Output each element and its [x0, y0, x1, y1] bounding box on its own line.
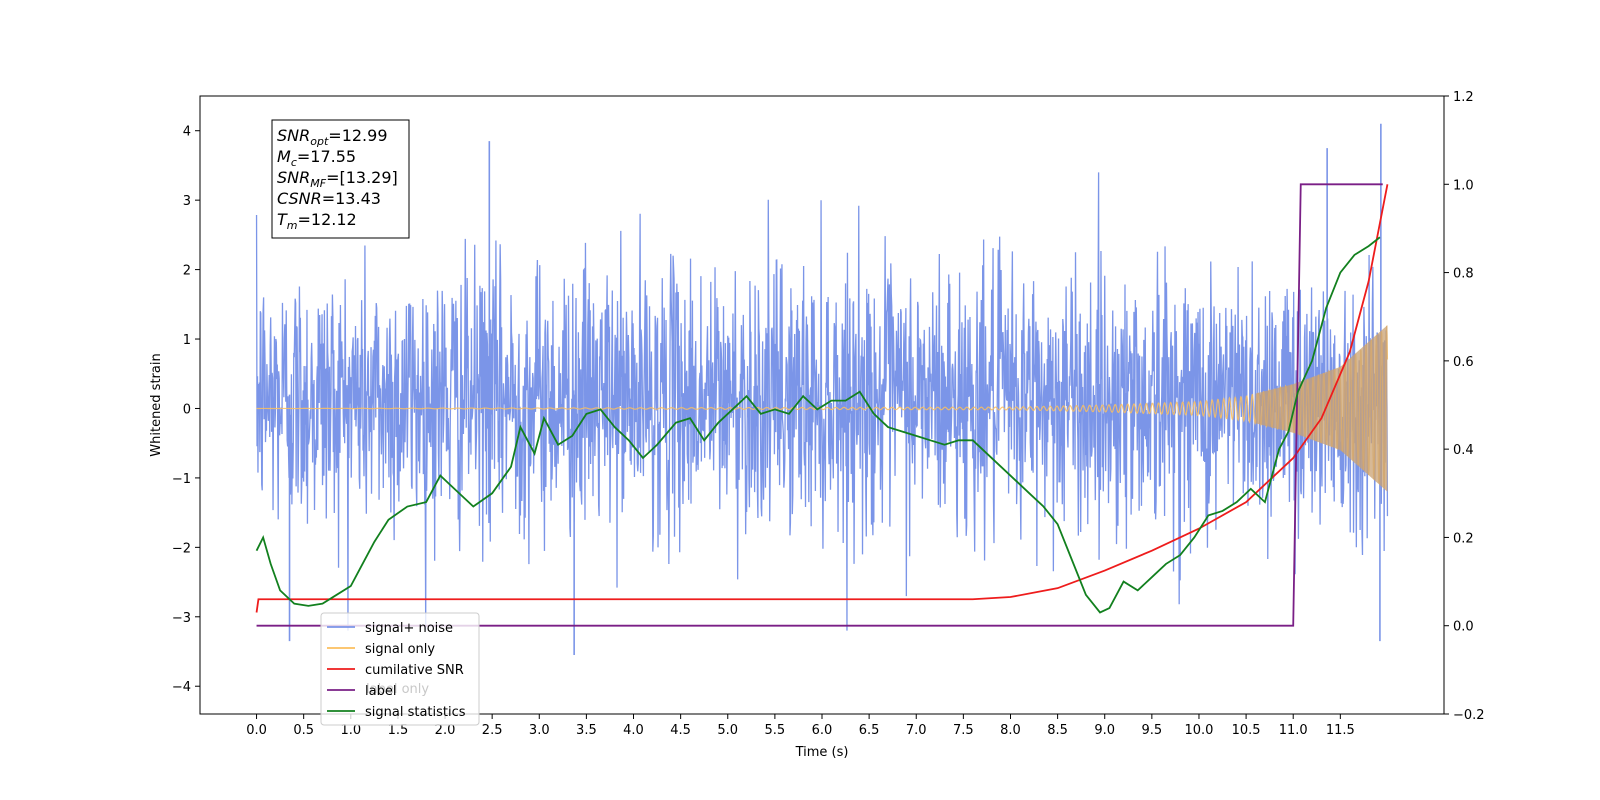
y-left-tick-label: −1 — [172, 472, 191, 487]
y-right-tick-label: −0.2 — [1453, 708, 1485, 723]
legend-box — [320, 612, 480, 726]
x-axis-label: Time (s) — [795, 745, 849, 760]
x-tick-label: 5.5 — [765, 723, 786, 738]
x-tick-label: 1.5 — [388, 723, 409, 738]
annotation-line: SNRMF=[13.29] — [277, 168, 398, 190]
y-right-tick-label: 0.6 — [1453, 355, 1474, 370]
y-left-tick-label: 0 — [183, 402, 191, 417]
y-left-tick-label: −4 — [172, 680, 191, 695]
y-right-tick-label: 0.0 — [1453, 620, 1474, 635]
y-left-tick-label: 1 — [183, 333, 191, 348]
x-tick-label: 8.5 — [1047, 723, 1068, 738]
x-tick-label: 7.0 — [906, 723, 927, 738]
y-right-tick-label: 0.4 — [1453, 443, 1474, 458]
x-tick-label: 9.5 — [1142, 723, 1163, 738]
x-tick-label: 1.0 — [340, 723, 361, 738]
y-left-tick-label: −3 — [172, 611, 191, 626]
x-tick-label: 3.5 — [576, 723, 597, 738]
y-left-tick-label: 3 — [183, 194, 191, 209]
x-tick-label: 7.5 — [953, 723, 974, 738]
x-tick-label: 8.0 — [1000, 723, 1021, 738]
series-signal-statistics — [255, 236, 1381, 614]
annotation-line: Tm=12.12 — [277, 210, 357, 232]
x-tick-label: 4.0 — [623, 723, 644, 738]
x-tick-label: 6.0 — [812, 723, 833, 738]
y-axis-label: Whitened strain — [149, 353, 164, 456]
legend-label: signal+ noise — [365, 621, 453, 636]
legend-label: label — [365, 684, 396, 699]
signal-only-band — [1255, 325, 1388, 492]
annotation-line: CSNR=13.43 — [277, 189, 381, 208]
x-tick-label: 10.5 — [1232, 723, 1261, 738]
x-tick-label: 11.5 — [1326, 723, 1355, 738]
annotation-box — [271, 119, 410, 239]
x-tick-label: 11.0 — [1279, 723, 1308, 738]
legend-label: cumilative SNR — [365, 663, 464, 678]
y-left-tick-label: −2 — [172, 541, 191, 556]
x-tick-label: 9.0 — [1094, 723, 1115, 738]
x-tick-label: 0.0 — [246, 723, 267, 738]
series-label — [256, 183, 1383, 627]
x-tick-label: 2.5 — [482, 723, 503, 738]
series-signal-only — [256, 325, 1389, 489]
legend-label: signal statistics — [365, 705, 466, 720]
y-right-tick-label: 0.2 — [1453, 531, 1474, 546]
legend-occluded-text: label only — [366, 682, 429, 697]
legend-label: signal only — [365, 642, 435, 657]
x-tick-label: 2.0 — [435, 723, 456, 738]
x-tick-label: 10.0 — [1184, 723, 1213, 738]
x-tick-label: 6.5 — [859, 723, 880, 738]
x-tick-label: 4.5 — [670, 723, 691, 738]
y-right-tick-label: 1.2 — [1453, 90, 1474, 105]
x-tick-label: 0.5 — [293, 723, 314, 738]
y-right-tick-label: 0.8 — [1453, 267, 1474, 282]
series-cumilative-snr — [255, 184, 1389, 613]
x-tick-label: 3.0 — [529, 723, 550, 738]
annotation-line: Mc=17.55 — [277, 147, 356, 169]
y-left-tick-label: 2 — [183, 264, 191, 279]
y-right-tick-label: 1.0 — [1453, 178, 1474, 193]
series-signal-noise — [255, 172, 1389, 631]
annotation-line: SNRopt=12.99 — [277, 126, 388, 148]
y-left-tick-label: 4 — [183, 125, 191, 140]
x-tick-label: 5.0 — [717, 723, 738, 738]
